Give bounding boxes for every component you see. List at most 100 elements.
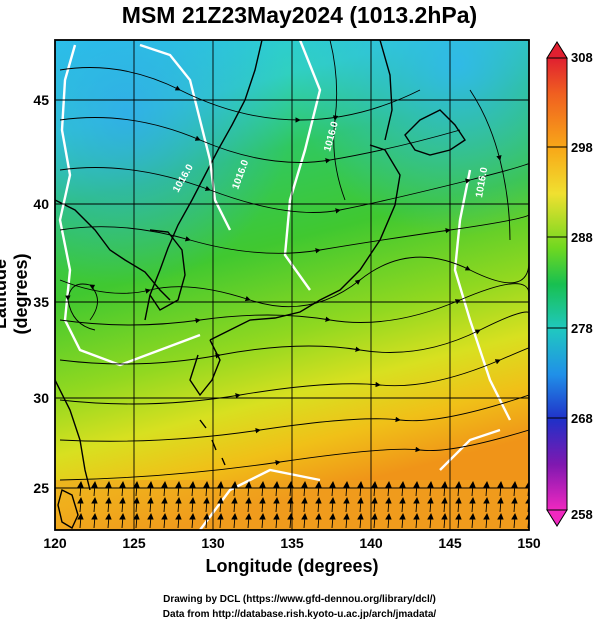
wind-arrow-head: [483, 480, 490, 488]
wind-arrow-head: [329, 496, 336, 504]
wind-arrow-head: [175, 496, 182, 504]
wind-arrow-head: [315, 496, 322, 504]
credit-line-1: Drawing by DCL (https://www.gfd-dennou.o…: [163, 594, 436, 605]
wind-arrow-head: [385, 512, 392, 520]
colorbar-tick: 268: [571, 411, 593, 426]
wind-arrow-head: [301, 512, 308, 520]
wind-arrow-head: [77, 496, 84, 504]
wind-arrow-head: [371, 512, 378, 520]
wind-arrow-head: [175, 480, 182, 488]
wind-arrow-head: [357, 496, 364, 504]
wind-arrow-head: [245, 512, 252, 520]
wind-arrow-head: [413, 480, 420, 488]
wind-arrow-head: [231, 512, 238, 520]
colorbar-tick: 288: [571, 230, 593, 245]
wind-arrow-head: [343, 480, 350, 488]
wind-arrow-head: [469, 480, 476, 488]
wind-arrow-head: [343, 512, 350, 520]
wind-arrow-head: [427, 512, 434, 520]
x-tick-label: 140: [359, 535, 383, 551]
wind-arrow-head: [385, 496, 392, 504]
wind-arrow-head: [203, 480, 210, 488]
wind-arrow-head: [301, 496, 308, 504]
wind-arrow-head: [455, 496, 462, 504]
wind-arrow-head: [399, 480, 406, 488]
wind-streamlines: [59, 40, 529, 481]
y-tick-label: 30: [33, 390, 49, 406]
colorbar: 308 298 288 278 268 258: [546, 41, 593, 527]
wind-arrow-head: [105, 512, 112, 520]
wind-arrow-head: [273, 480, 280, 488]
wind-arrow-head: [455, 480, 462, 488]
wind-arrow-head: [315, 512, 322, 520]
wind-arrow-head: [147, 496, 154, 504]
wind-arrow-head: [511, 512, 518, 520]
y-tick-label: 25: [33, 480, 49, 496]
x-tick-label: 125: [122, 535, 146, 551]
wind-arrow-head: [371, 480, 378, 488]
y-tick-label: 40: [33, 196, 49, 212]
wind-arrow-head: [357, 512, 364, 520]
wind-arrow-head: [385, 480, 392, 488]
wind-arrow-head: [119, 512, 126, 520]
wind-arrow-head: [427, 480, 434, 488]
wind-arrow-head: [259, 496, 266, 504]
x-tick-label: 135: [280, 535, 304, 551]
wind-arrow-head: [483, 496, 490, 504]
wind-arrow-head: [91, 512, 98, 520]
y-axis-ticks: 25 30 35 40 45: [33, 92, 49, 496]
wind-arrow-head: [189, 496, 196, 504]
wind-arrow-head: [329, 480, 336, 488]
wind-arrow-head: [217, 496, 224, 504]
wind-arrow-head: [497, 512, 504, 520]
x-tick-label: 130: [201, 535, 225, 551]
wind-arrow-head: [189, 512, 196, 520]
wind-arrow-head: [329, 512, 336, 520]
map-title: MSM 21Z23May2024 (1013.2hPa): [121, 2, 478, 28]
wind-arrow-head: [119, 496, 126, 504]
wind-arrow-head: [147, 512, 154, 520]
wind-arrow-head: [133, 512, 140, 520]
colorbar-bar: [546, 57, 568, 511]
x-axis-ticks: 120 125 130 135 140 145 150: [43, 535, 541, 551]
x-axis-label: Longitude (degrees): [205, 556, 379, 576]
wind-arrow-head: [259, 480, 266, 488]
wind-arrow-head: [371, 496, 378, 504]
wind-arrow-head: [455, 512, 462, 520]
wind-arrow-head: [189, 480, 196, 488]
wind-arrow-head: [231, 496, 238, 504]
wind-arrow-head: [175, 512, 182, 520]
wind-arrow-head: [273, 496, 280, 504]
wind-arrow-head: [133, 496, 140, 504]
wind-arrow-head: [497, 480, 504, 488]
colorbar-tick: 308: [571, 50, 593, 65]
wind-arrow-head: [217, 512, 224, 520]
southern-wind-arrows: [77, 480, 529, 529]
wind-arrow-head: [413, 512, 420, 520]
wind-arrow-head: [399, 496, 406, 504]
wind-arrow-head: [203, 496, 210, 504]
wind-arrow-head: [133, 480, 140, 488]
wind-arrow-head: [357, 480, 364, 488]
wind-arrow-head: [497, 496, 504, 504]
wind-arrow-head: [105, 496, 112, 504]
wind-arrow-head: [315, 480, 322, 488]
x-tick-label: 150: [517, 535, 541, 551]
wind-arrow-head: [441, 512, 448, 520]
plot-frame: [54, 39, 530, 531]
wind-arrow-head: [441, 480, 448, 488]
wind-arrow-head: [147, 480, 154, 488]
colorbar-tick: 298: [571, 140, 593, 155]
credit-line-2: Data from http://database.rish.kyoto-u.a…: [162, 609, 437, 620]
wind-arrow-head: [105, 480, 112, 488]
wind-arrow-head: [119, 480, 126, 488]
colorbar-bottom-triangle: [546, 509, 568, 527]
wind-arrow-head: [203, 512, 210, 520]
wind-arrow-head: [161, 512, 168, 520]
wind-arrow-head: [399, 512, 406, 520]
y-axis-label: Latitude (degrees): [0, 253, 31, 335]
wind-arrow-head: [77, 512, 84, 520]
wind-arrow-head: [245, 496, 252, 504]
wind-arrow-head: [161, 480, 168, 488]
